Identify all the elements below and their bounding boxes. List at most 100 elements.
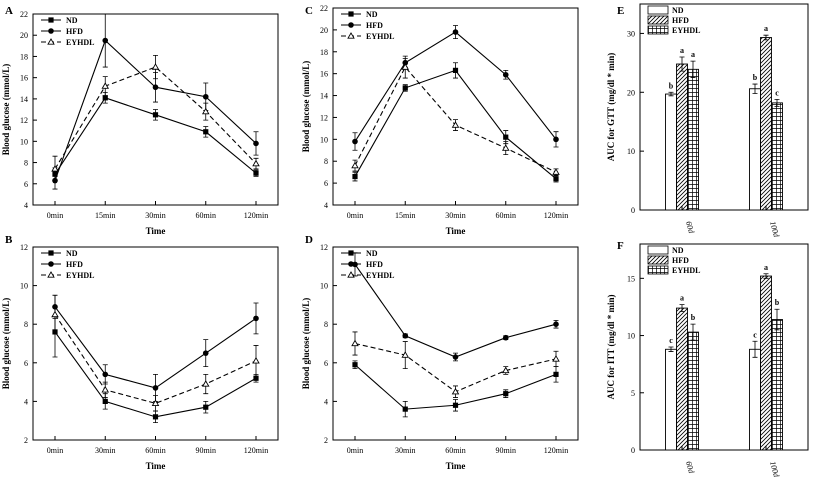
panel-c-legend-hfd-marker	[348, 22, 354, 28]
panel-e-bar-eyhdl-error-bar	[690, 60, 696, 78]
panel-e-legend-nd-label: ND	[672, 6, 684, 15]
panel-c-y-tick-label: 8	[324, 157, 328, 166]
panel-a-legend-eyhdl-label: EYHDL	[66, 38, 94, 47]
panel-b-legend-hfd-label: HFD	[66, 260, 83, 269]
panel-e-bar-hfd-error-bar	[679, 56, 685, 72]
panel-e-legend-hfd-label: HFD	[672, 16, 689, 25]
panel-c-series-hfd-point	[553, 136, 559, 143]
panel-c-series-eyhdl-point	[351, 161, 359, 169]
panel-a: 4 6 8 10 12 14 16 18 20 22 0min 15min 30min 60min 120m…	[1, 10, 279, 236]
panel-e-y-tick-label: 0	[631, 206, 635, 215]
panel-d-series-nd-point	[553, 371, 559, 377]
panel-d-y-tick-label: 6	[324, 359, 328, 368]
panel-b-letter: B	[5, 234, 13, 246]
panel-e-bar-eyhdl	[771, 102, 783, 211]
panel-a-y-axis-label: Blood glucose (mmol/L)	[1, 64, 11, 156]
panel-a-x-tick-label: 15min	[95, 211, 115, 220]
panel-d-y-tick-label: 10	[320, 282, 328, 291]
panel-e-y-axis-label: AUC for GTT (mg/dl * min)	[606, 53, 616, 161]
panel-a-letter: A	[5, 5, 13, 17]
panel-c-y-tick-label: 16	[320, 70, 328, 79]
panel-b-y-tick-label: 6	[24, 359, 28, 368]
panel-a-series-eyhdl-point	[101, 82, 110, 89]
panel-c-x-tick-label: 15min	[395, 211, 415, 220]
panel-d-series-nd-point	[503, 391, 509, 397]
panel-c: 4 6 8 10 12 14 16 18 20 22 0min 15min 30min 60min 120m…	[301, 4, 579, 236]
panel-e-bar-nd-error-bar	[668, 91, 674, 97]
panel-b-series-eyhdl-point	[151, 399, 160, 406]
panel-b-series-eyhdl-point	[252, 356, 260, 364]
panel-b-x-axis-label: Time	[146, 461, 166, 471]
panel-c-letter: C	[305, 5, 313, 17]
panel-a-series-hfd-point	[152, 84, 159, 91]
panel-c-x-tick-label: 30min	[445, 211, 465, 220]
panel-f-x-tick-label: 60d	[684, 460, 696, 475]
panel-b-y-tick-label: 10	[20, 282, 28, 291]
panel-f-letter: F	[617, 240, 624, 252]
panel-e-y-tick-label: 10	[627, 147, 635, 156]
panel-d-series-hfd-point	[452, 354, 459, 360]
panel-e-bar-nd	[749, 88, 761, 211]
panel-d-series-eyhdl-line	[354, 342, 557, 393]
panel-d-series-eyhdl-point	[501, 366, 510, 374]
panel-b-series-nd-point	[203, 404, 209, 410]
panel-b-series-nd-point	[102, 398, 108, 404]
panel-e-bar-hfd	[760, 37, 772, 211]
panel-f-y-tick-label: 15	[627, 274, 635, 283]
panel-d-legend-eyhdl-label: EYHDL	[366, 271, 394, 280]
panel-f-legend-hfd-label: HFD	[672, 256, 689, 265]
panel-b-series-nd-point	[152, 414, 159, 420]
panel-b-legend-eyhdl-label: EYHDL	[66, 271, 94, 280]
panel-c-legend-hfd-label: HFD	[366, 21, 383, 30]
panel-f-legend-eyhdl-swatch	[647, 265, 669, 275]
panel-c-legend-nd-label: ND	[366, 10, 378, 19]
panel-d-series-nd-point	[402, 406, 408, 412]
panel-e-bar-nd-error-bar	[752, 83, 758, 94]
panel-e-x-tick-label: 60d	[684, 220, 696, 235]
panel-b-series-hfd-point	[253, 315, 259, 322]
panel-d-legend-nd-marker	[348, 250, 354, 256]
panel-a-series-eyhdl-line	[54, 66, 257, 170]
panel-e-bar-hfd-error-bar	[763, 34, 769, 41]
panel-c-series-nd-point	[503, 134, 509, 140]
panel-c-y-axis-label: Blood glucose (mmol/L)	[301, 61, 311, 153]
panel-b-x-tick-label: 30min	[95, 446, 115, 455]
panel-f-bar-hfd-significance-label: a	[764, 263, 768, 272]
panel-d-series-eyhdl-point	[451, 387, 460, 395]
panel-c-y-tick-label: 14	[320, 92, 328, 101]
panel-c-series-hfd-point	[502, 71, 509, 78]
panel-e-bar-nd	[665, 93, 677, 211]
panel-f-bar-hfd-error-bar	[679, 304, 685, 312]
panel-e-legend-eyhdl-label: EYHDL	[672, 26, 700, 35]
panel-d-y-tick-label: 4	[324, 397, 328, 406]
panel-c-y-tick-label: 20	[320, 26, 328, 35]
panel-f-bar-nd-error-bar	[752, 340, 758, 358]
panel-b-legend-nd-marker	[48, 250, 54, 256]
panel-f-x-tick-label: 100d	[768, 460, 781, 479]
panel-a-y-tick-label: 22	[20, 10, 28, 19]
panel-d-series-nd-point	[452, 402, 459, 408]
panel-c-x-axis-label: Time	[446, 226, 466, 236]
panel-a-y-tick-label: 18	[20, 52, 28, 61]
panel-f-legend-eyhdl-label: EYHDL	[672, 266, 700, 275]
panel-c-series-eyhdl-point	[451, 121, 460, 128]
panel-b-y-tick-label: 2	[24, 436, 28, 445]
panel-c-y-tick-label: 6	[324, 179, 328, 188]
panel-a-x-tick-label: 60min	[196, 211, 216, 220]
panel-f-y-axis-label: AUC for ITT (mg/dl * min)	[606, 295, 616, 400]
panel-d-series-eyhdl-point	[552, 355, 560, 362]
panel-d-x-tick-label: 120min	[544, 446, 568, 455]
panel-d-x-tick-label: 60min	[445, 446, 465, 455]
panel-d-legend-hfd-label: HFD	[366, 260, 383, 269]
panel-e-legend-eyhdl-swatch	[647, 25, 669, 35]
panel-b-x-tick-label: 0min	[47, 446, 63, 455]
panel-c-y-tick-label: 12	[320, 113, 328, 122]
panel-a-x-tick-label: 30min	[145, 211, 165, 220]
panel-d-x-axis-label: Time	[446, 461, 466, 471]
panel-a-x-tick-label: 0min	[47, 211, 63, 220]
panel-f-bar-hfd-significance-label: a	[680, 294, 684, 303]
panel-a-series-hfd-point	[102, 37, 109, 44]
panel-a-series-hfd-point	[202, 93, 209, 100]
panel-b-series-hfd-point	[202, 350, 209, 356]
